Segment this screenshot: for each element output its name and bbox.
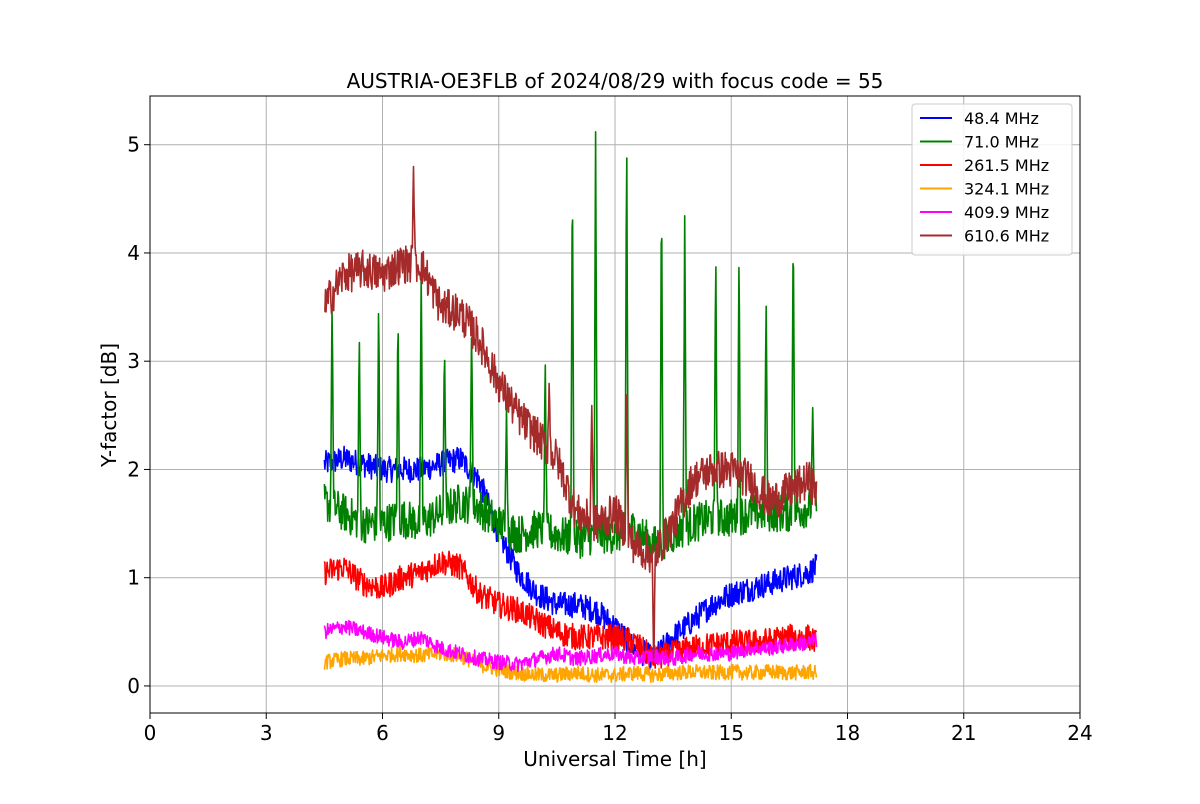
series-line-2 [323,550,818,669]
series-line-0 [323,445,818,671]
legend-label: 610.6 MHz [964,227,1049,246]
legend-label: 71.0 MHz [964,133,1039,152]
x-tick-label: 15 [719,721,744,745]
x-tick-label: 6 [376,721,389,745]
y-tick-label: 0 [127,674,140,698]
series-line-1 [323,131,818,560]
y-tick-label: 5 [127,133,140,157]
y-tick-label: 2 [127,457,140,481]
x-tick-label: 18 [835,721,860,745]
legend-label: 48.4 MHz [964,109,1039,128]
x-tick-label: 9 [492,721,505,745]
legend-label: 409.9 MHz [964,203,1049,222]
x-axis-label: Universal Time [h] [523,747,706,771]
x-tick-label: 0 [144,721,157,745]
x-tick-label: 12 [602,721,627,745]
legend-label: 261.5 MHz [964,156,1049,175]
series-line-4 [323,619,818,673]
legend-label: 324.1 MHz [964,180,1049,199]
y-axis-label: Y-factor [dB] [97,343,121,468]
series-line-3 [323,645,818,684]
y-tick-label: 4 [127,241,140,265]
y-tick-label: 1 [127,566,140,590]
series-line-5 [324,165,818,660]
x-tick-label: 24 [1067,721,1092,745]
series-group [323,131,818,684]
y-tick-label: 3 [127,349,140,373]
x-tick-label: 21 [951,721,976,745]
legend: 48.4 MHz 71.0 MHz 261.5 MHz 324.1 MHz 40… [911,103,1073,256]
chart-title: AUSTRIA-OE3FLB of 2024/08/29 with focus … [347,69,884,93]
x-tick-label: 3 [260,721,273,745]
